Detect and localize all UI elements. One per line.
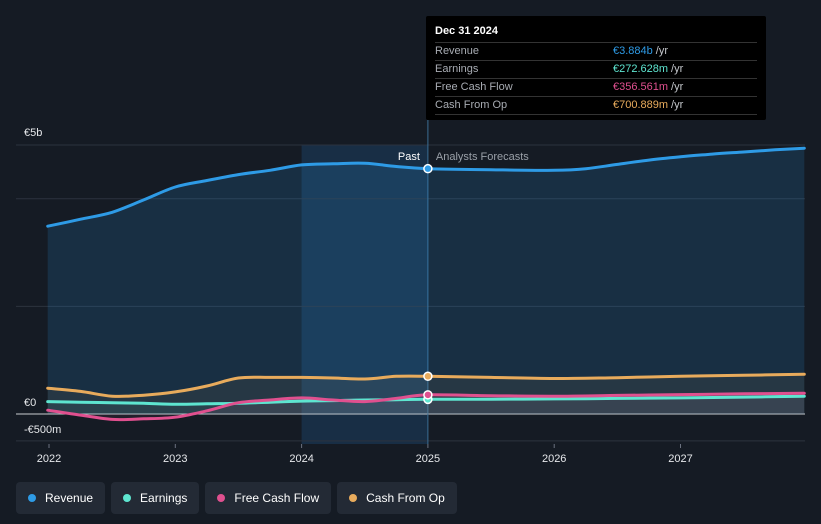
x-tick-label: 2024 (289, 453, 313, 465)
y-tick-label: €5b (24, 127, 42, 139)
series-line-free-cash-flow (46, 391, 806, 422)
tooltip-unit: /yr (671, 63, 684, 75)
past-label: Past (398, 151, 420, 163)
marker-revenue (423, 163, 433, 174)
forecast-label: Analysts Forecasts (436, 151, 529, 163)
series-line-revenue (46, 146, 806, 228)
x-tick-label: 2026 (542, 453, 566, 465)
tooltip-label: Free Cash Flow (435, 81, 513, 93)
tooltip-value: €700.889m (613, 99, 669, 111)
marker-cash-from-op (423, 371, 433, 382)
legend-dot-icon (349, 494, 358, 502)
legend-item-earnings[interactable]: Earnings (111, 482, 200, 514)
y-tick-label: -€500m (24, 424, 61, 436)
x-tick-label: 2025 (416, 453, 440, 465)
tooltip-value: €356.561m (613, 81, 669, 93)
legend-item-cash-from-op[interactable]: Cash From Op (337, 482, 457, 514)
legend-label: Free Cash Flow (234, 491, 320, 505)
legend-label: Earnings (140, 491, 188, 505)
tooltip-date: Dec 31 2024 (435, 24, 757, 43)
series-area-earnings (47, 396, 805, 414)
tooltip-unit: /yr (655, 45, 668, 57)
tooltip: Dec 31 2024 Revenue €3.884b /yr Earnings… (426, 16, 766, 120)
y-tick-label: €0 (24, 397, 36, 409)
marker-free-cash-flow (423, 390, 433, 400)
tooltip-label: Revenue (435, 45, 480, 57)
legend-item-revenue[interactable]: Revenue (16, 482, 106, 514)
tooltip-row-revenue: Revenue €3.884b /yr (435, 43, 757, 61)
tooltip-row-earnings: Earnings €272.628m /yr (435, 61, 757, 79)
tooltip-label: Cash From Op (435, 99, 508, 111)
tooltip-unit: /yr (671, 81, 684, 93)
tooltip-unit: /yr (671, 99, 684, 111)
x-tick-label: 2027 (668, 453, 692, 465)
legend-label: Cash From Op (366, 491, 445, 505)
series-line-cash-from-op (46, 372, 806, 398)
tooltip-row-cash-from-op: Cash From Op €700.889m /yr (435, 97, 757, 115)
tooltip-value: €3.884b (613, 45, 653, 57)
legend-item-free-cash-flow[interactable]: Free Cash Flow (205, 482, 332, 514)
x-tick-label: 2022 (37, 453, 61, 465)
legend-dot-icon (123, 494, 132, 502)
legend-dot-icon (217, 494, 226, 502)
x-tick-label: 2023 (163, 453, 187, 465)
legend-dot-icon (28, 494, 36, 502)
tooltip-value: €272.628m (613, 63, 669, 75)
legend-label: Revenue (45, 491, 94, 505)
legend: Revenue Earnings Free Cash Flow Cash Fro… (16, 482, 457, 514)
series-area-revenue (47, 148, 805, 414)
tooltip-row-free-cash-flow: Free Cash Flow €356.561m /yr (435, 79, 757, 97)
highlight-band (301, 145, 428, 444)
tooltip-label: Earnings (435, 63, 479, 75)
